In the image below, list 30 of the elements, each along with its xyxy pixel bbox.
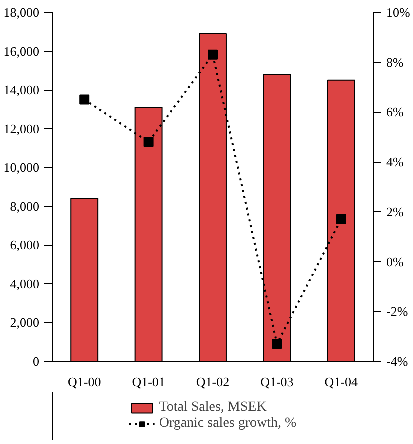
y2-tick-label: 6% <box>386 104 404 120</box>
y2-tick-label: 4% <box>386 154 404 170</box>
y2-tick-label: 2% <box>386 204 404 220</box>
x-tick-label: Q1-04 <box>324 374 359 390</box>
legend-label: Total Sales, MSEK <box>159 400 267 416</box>
point <box>208 50 218 60</box>
point <box>144 137 154 148</box>
y-tick-label: 6,000 <box>10 238 40 253</box>
y-tick-label: 0 <box>33 354 40 369</box>
x-tick-label: Q1-00 <box>68 374 102 390</box>
y-tick-label: 10,000 <box>4 160 40 176</box>
y2-tick-label: -2% <box>386 304 408 320</box>
point <box>336 214 346 224</box>
y2-tick-label: 0% <box>386 254 404 270</box>
x-tick-label: Q1-03 <box>260 374 294 390</box>
y-tick-label: 12,000 <box>4 121 40 136</box>
y2-tick-label: 8% <box>386 54 404 70</box>
x-tick-label: Q1-02 <box>196 374 230 390</box>
y-tick-label: 4,000 <box>10 276 40 292</box>
legend-label: Organic sales growth, % <box>159 416 297 432</box>
point <box>272 339 282 350</box>
y2-tick-label: 10% <box>386 5 410 20</box>
y-tick-label: 8,000 <box>10 198 40 214</box>
x-tick-label: Q1-01 <box>132 374 166 390</box>
y-tick-label: 2,000 <box>10 315 40 330</box>
y-tick-label: 18,000 <box>4 5 40 20</box>
point <box>80 94 90 105</box>
y-tick-label: 16,000 <box>4 44 40 59</box>
y-tick-label: 14,000 <box>4 82 40 98</box>
y2-tick-label: -4% <box>386 354 408 369</box>
